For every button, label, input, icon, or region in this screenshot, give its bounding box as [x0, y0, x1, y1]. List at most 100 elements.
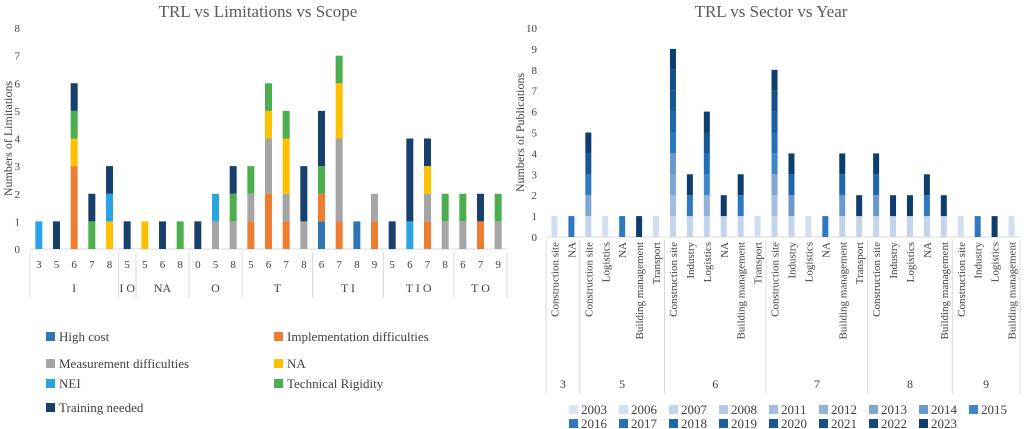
bar-segment-2018 [873, 174, 880, 196]
bar-segment-2021 [669, 69, 676, 91]
bar-segment-2016 [568, 216, 575, 237]
x-tick-label: Building management [837, 242, 849, 339]
x-tick-label: 6 [160, 259, 166, 271]
x-tick-label: Logistics [600, 242, 612, 282]
bar-segment-2017 [771, 132, 778, 154]
bar-segment-implementation-difficulties [335, 221, 343, 249]
legend-label-implementation-difficulties: Implementation difficulties [287, 329, 429, 344]
y-axis-label: Numbers of Publications [513, 73, 527, 193]
bar-segment-2016 [686, 195, 693, 217]
x-tick-label: NA [719, 242, 731, 258]
x-tick-label: 6 [407, 259, 413, 271]
bar-segment-measurement-difficulties [424, 193, 431, 222]
y-tick-label: 2 [532, 190, 538, 202]
x-tick-label: Transport [753, 242, 765, 284]
bar-segment-implementation-difficulties [247, 221, 255, 249]
bar-segment-2014 [839, 195, 846, 217]
bar-segment-na [70, 138, 78, 167]
bar-segment-na [265, 110, 272, 139]
bar-segment-na [106, 221, 113, 249]
legend-label-2018: 2018 [681, 416, 707, 429]
bar-segment-2007 [923, 216, 930, 237]
x-group-label: 3 [560, 377, 566, 391]
x-tick-label: 0 [195, 259, 201, 271]
bar-segment-2023 [788, 153, 795, 175]
x-tick-label: 5 [389, 259, 395, 271]
x-tick-label: Industry [973, 242, 985, 279]
legend-label-2019: 2019 [731, 416, 757, 429]
legend-label-na: NA [287, 356, 306, 371]
bar-segment-2011 [771, 195, 778, 217]
x-group-label: T I O [406, 281, 432, 295]
bar-segment-measurement-difficulties [265, 138, 272, 194]
bar-segment-technical-rigidity [318, 166, 325, 194]
bar-segment-2006 [957, 216, 964, 237]
x-tick-label: NA [566, 242, 578, 258]
x-tick-label: 7 [283, 259, 289, 271]
x-tick-label: 5 [142, 259, 148, 271]
x-tick-label: 3 [36, 259, 42, 271]
bar-segment-high-cost [318, 221, 325, 249]
bar-segment-measurement-difficulties [441, 221, 449, 249]
bar-segment-technical-rigidity [247, 166, 255, 194]
bar-segment-2023 [771, 69, 778, 91]
legend-swatch-2014 [919, 405, 928, 414]
bar-segment-measurement-difficulties [300, 221, 308, 249]
chart-title: TRL vs Limitations vs Scope [159, 2, 358, 21]
bar-segment-na [424, 166, 431, 194]
bar-segment-2018 [669, 111, 676, 133]
bar-segment-2018 [788, 174, 795, 196]
chart-title: TRL vs Sector vs Year [695, 2, 848, 21]
bar-segment-nei [35, 221, 43, 249]
legend-swatch-2017 [619, 419, 628, 428]
bar-segment-2023 [737, 174, 744, 196]
bar-segment-implementation-difficulties [424, 221, 431, 249]
bar-segment-training-needed [159, 221, 166, 249]
bar-segment-training-needed [88, 193, 96, 222]
y-tick-label: 1 [532, 211, 538, 223]
bar-segment-technical-rigidity [282, 110, 290, 139]
legend-swatch-2008 [719, 405, 728, 414]
bar-segment-2023 [991, 216, 998, 237]
x-tick-label: Industry [685, 242, 697, 279]
y-tick-label: 7 [532, 86, 538, 98]
legend-swatch-2022 [869, 419, 878, 428]
legend-label-technical-rigidity: Technical Rigidity [287, 376, 384, 391]
x-tick-label: 5 [213, 259, 219, 271]
bar-segment-2006 [805, 216, 812, 237]
bar-segment-2023 [890, 195, 897, 217]
bar-segment-2006 [1008, 216, 1015, 237]
legend-label-nei: NEI [59, 376, 81, 391]
bar-segment-2023 [873, 153, 880, 175]
bar-segment-2007 [669, 216, 676, 237]
y-tick-label: 9 [532, 44, 538, 56]
bar-segment-2023 [585, 132, 592, 154]
x-tick-label: 9 [495, 259, 501, 271]
legend-swatch-nei [46, 379, 55, 388]
bar-segment-measurement-difficulties [371, 193, 378, 222]
legend-label-2023: 2023 [931, 416, 957, 429]
bar-segment-training-needed [194, 221, 202, 249]
bar-segment-2016 [737, 195, 744, 217]
bar-segment-training-needed [123, 221, 131, 249]
bar-segment-2023 [636, 216, 643, 237]
bar-segment-technical-rigidity [70, 110, 78, 139]
x-group-label: T O [471, 281, 490, 295]
bar-segment-2018 [839, 174, 846, 196]
bar-segment-2020 [669, 90, 676, 112]
x-tick-label: NA [617, 242, 629, 258]
bar-segment-high-cost [353, 221, 361, 249]
legend-swatch-2006 [619, 405, 628, 414]
bar-segment-2015 [771, 153, 778, 175]
bar-segment-2006 [754, 216, 761, 237]
bar-segment-nei [406, 221, 414, 249]
bar-segment-technical-rigidity [88, 221, 96, 249]
x-tick-label: 7 [478, 259, 484, 271]
x-group-label: I O [119, 281, 135, 295]
x-group-label: 9 [983, 377, 989, 391]
bar-segment-2016 [585, 174, 592, 196]
legend-swatch-measurement-difficulties [46, 359, 55, 368]
y-tick-label: 5 [15, 106, 21, 118]
legend-label-2008: 2008 [731, 402, 757, 417]
bar-segment-training-needed [300, 166, 308, 222]
